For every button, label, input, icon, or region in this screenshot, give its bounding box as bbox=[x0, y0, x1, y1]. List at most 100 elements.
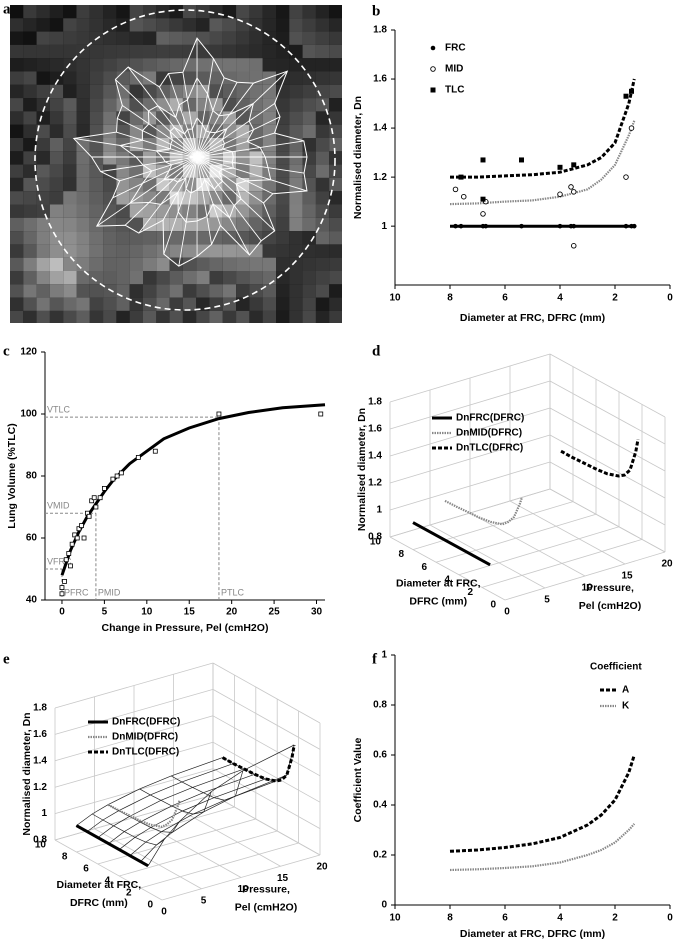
image-pixel bbox=[129, 58, 143, 72]
image-pixel bbox=[276, 138, 290, 152]
image-pixel bbox=[169, 44, 183, 59]
image-pixel bbox=[236, 217, 250, 232]
image-pixel bbox=[63, 138, 77, 152]
image-pixel bbox=[289, 217, 303, 232]
image-pixel bbox=[23, 257, 37, 271]
image-pixel bbox=[129, 284, 143, 298]
image-pixel bbox=[143, 31, 157, 45]
point bbox=[135, 454, 141, 460]
image-pixel bbox=[49, 204, 64, 218]
image-pixel bbox=[276, 5, 290, 19]
legend-label: FRC bbox=[445, 43, 466, 54]
image-pixel bbox=[10, 138, 24, 152]
series-line bbox=[449, 754, 636, 853]
image-pixel bbox=[129, 18, 143, 32]
image-pixel bbox=[329, 204, 342, 218]
image-pixel bbox=[156, 177, 170, 192]
image-pixel bbox=[49, 18, 64, 32]
image-pixel bbox=[49, 164, 64, 178]
image-pixel bbox=[196, 271, 210, 285]
image-pixel bbox=[116, 44, 130, 59]
image-pixel bbox=[63, 71, 77, 85]
point bbox=[458, 223, 464, 229]
spoke bbox=[122, 105, 198, 158]
image-pixel bbox=[76, 310, 90, 323]
image-pixel bbox=[209, 244, 223, 258]
x-tick-label: 2 bbox=[612, 913, 618, 924]
y-axis-label: Normalised diameter, Dn bbox=[352, 96, 364, 219]
image-pixel bbox=[89, 44, 104, 59]
image-pixel bbox=[236, 58, 250, 72]
image-pixel bbox=[276, 164, 290, 178]
spoke bbox=[196, 156, 221, 226]
image-pixel bbox=[222, 231, 237, 245]
image-pixel bbox=[76, 244, 90, 258]
spoke bbox=[196, 156, 275, 232]
legend-label: K bbox=[622, 701, 630, 712]
image-pixel bbox=[236, 18, 250, 32]
spoke bbox=[73, 138, 198, 158]
image-pixel bbox=[236, 231, 250, 245]
y-tick-label: 15 bbox=[277, 873, 289, 884]
reference-label: VMID bbox=[47, 501, 70, 511]
image-pixel bbox=[49, 71, 64, 85]
image-pixel bbox=[302, 244, 316, 258]
image-pixel bbox=[23, 284, 37, 298]
image-pixel bbox=[182, 31, 197, 45]
image-pixel bbox=[302, 284, 316, 298]
point bbox=[118, 470, 124, 476]
image-pixel bbox=[36, 71, 50, 85]
image-pixel bbox=[276, 44, 290, 59]
image-pixel bbox=[49, 191, 64, 205]
z-tick-label: 1.8 bbox=[368, 397, 382, 408]
image-pixel bbox=[116, 58, 130, 72]
image-pixel bbox=[196, 58, 210, 72]
y-tick-label: 5 bbox=[201, 895, 207, 906]
spoke bbox=[196, 116, 281, 158]
image-pixel bbox=[10, 284, 24, 298]
image-pixel bbox=[76, 257, 90, 271]
image-pixel bbox=[315, 271, 330, 285]
point bbox=[97, 495, 103, 501]
image-pixel bbox=[315, 177, 330, 192]
point bbox=[557, 164, 563, 170]
image-pixel bbox=[116, 284, 130, 298]
point bbox=[568, 184, 574, 190]
image-pixel bbox=[329, 44, 342, 59]
image-pixel bbox=[289, 310, 303, 323]
spoke bbox=[138, 156, 198, 234]
image-pixel bbox=[116, 244, 130, 258]
image-pixel bbox=[23, 151, 37, 165]
image-pixel bbox=[63, 177, 77, 192]
image-pixel bbox=[36, 191, 50, 205]
image-pixel bbox=[76, 5, 90, 19]
image-pixel bbox=[76, 204, 90, 218]
image-pixel bbox=[76, 164, 90, 178]
image-pixel bbox=[196, 257, 210, 271]
image-pixel bbox=[63, 111, 77, 125]
image-pixel bbox=[249, 58, 263, 72]
x-tick-label: 0 bbox=[490, 600, 496, 611]
image-pixel bbox=[169, 284, 183, 298]
x-axis-label: Diameter at FRC, DFRC (mm) bbox=[460, 312, 605, 324]
y-tick-label: 120 bbox=[20, 347, 37, 358]
image-pixel bbox=[23, 5, 37, 19]
image-pixel bbox=[89, 138, 104, 152]
x-tick-label: 2 bbox=[467, 587, 473, 598]
image-pixel bbox=[76, 84, 90, 99]
image-pixel bbox=[315, 138, 330, 152]
point bbox=[452, 186, 459, 193]
image-pixel bbox=[262, 31, 276, 45]
x-tick-label: 0 bbox=[59, 607, 65, 618]
image-pixel bbox=[302, 71, 316, 85]
image-pixel bbox=[209, 191, 223, 205]
legend-label: DnFRC(DFRC) bbox=[112, 717, 180, 728]
image-pixel bbox=[302, 111, 316, 125]
image-pixel bbox=[236, 151, 250, 165]
point bbox=[59, 585, 65, 590]
y-tick-label: 5 bbox=[544, 595, 550, 606]
image-pixel bbox=[236, 138, 250, 152]
image-pixel bbox=[236, 284, 250, 298]
image-pixel bbox=[36, 111, 50, 125]
image-pixel bbox=[36, 164, 50, 178]
